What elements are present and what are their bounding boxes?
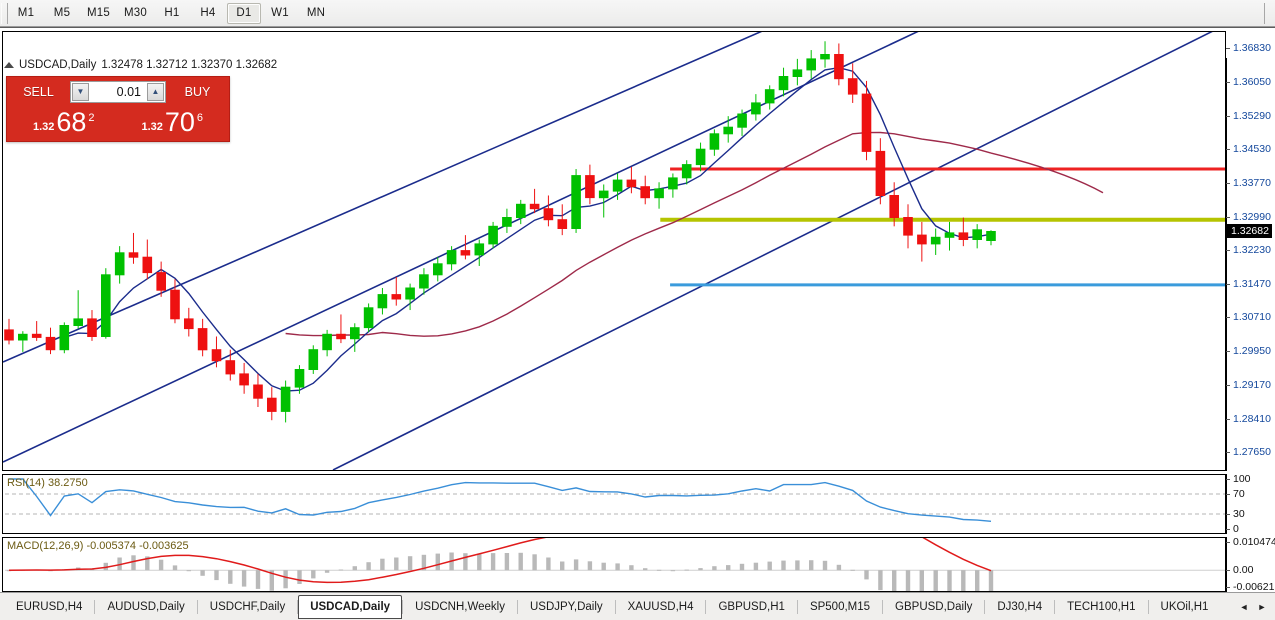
macd-canvas [5, 538, 1225, 591]
bid-price-box[interactable]: 1.32 68 2 [11, 104, 117, 137]
chevron-up-icon: ▲ [151, 87, 160, 96]
volume-input[interactable]: ▼ 0.01 ▲ [70, 81, 166, 103]
chart-symbol-header: USDCAD,Daily 1.32478 1.32712 1.32370 1.3… [4, 59, 277, 71]
macd-tick: 0.010474 [1226, 536, 1275, 548]
price-tick: 1.36830 [1226, 42, 1271, 54]
timeframe-button-d1[interactable]: D1 [226, 2, 261, 24]
timeframe-button-m30[interactable]: M30 [123, 7, 147, 19]
buy-button[interactable]: BUY [184, 85, 211, 99]
timeframe-button-h4[interactable]: H4 [200, 7, 216, 19]
bid-price-fraction: 2 [88, 112, 95, 124]
volume-increase-button[interactable]: ▲ [147, 83, 164, 101]
ask-price-fraction: 6 [196, 112, 204, 124]
symbol-tab-usdchf-daily[interactable]: USDCHF,Daily [209, 600, 286, 613]
rsi-pane[interactable]: RSI(14) 38.2750 [2, 474, 1226, 534]
volume-value: 0.01 [116, 85, 141, 99]
one-click-trading-panel[interactable]: SELL ▼ 0.01 ▲ BUY 1.32 68 2 [6, 76, 230, 142]
toolbar-grip[interactable] [1, 2, 8, 24]
triangle-up-icon [4, 62, 14, 68]
price-tick: 1.31470 [1226, 278, 1271, 290]
timeframe-button-m1[interactable]: M1 [17, 7, 35, 19]
rsi-tick: 30 [1226, 508, 1245, 520]
tab-scroll-arrows: ◄ ► [1236, 598, 1275, 616]
rsi-canvas [5, 478, 1225, 522]
volume-decrease-button[interactable]: ▼ [72, 83, 89, 101]
symbol-tab-eurusd-h4[interactable]: EURUSD,H4 [16, 600, 83, 613]
symbol-period-label: USDCAD,Daily [19, 59, 97, 71]
price-tick: 1.32990 [1226, 211, 1271, 223]
price-tick: 1.28410 [1226, 413, 1271, 425]
ohlc-values: 1.32478 1.32712 1.32370 1.32682 [101, 59, 278, 71]
macd-axis-line [1226, 537, 1227, 592]
tab-divider [196, 599, 198, 614]
toolbar-right-grip [1264, 2, 1272, 24]
symbol-tab-gbpusd-h1[interactable]: GBPUSD,H1 [718, 600, 785, 613]
chevron-down-icon: ▼ [76, 87, 85, 96]
timeframe-button-h1[interactable]: H1 [164, 7, 180, 19]
symbol-tab-sp500-m15[interactable]: SP500,M15 [809, 600, 871, 613]
symbol-tab-usdcad-daily[interactable]: USDCAD,Daily [298, 594, 403, 619]
tab-divider [796, 599, 798, 614]
tab-divider [402, 599, 404, 614]
chart-area: USDCAD,Daily 1.32478 1.32712 1.32370 1.3… [0, 27, 1275, 610]
symbol-tab-tech100-h1[interactable]: TECH100,H1 [1067, 600, 1136, 613]
price-tick: 1.36050 [1226, 76, 1271, 88]
tab-divider [705, 599, 707, 614]
price-tick: 1.35290 [1226, 110, 1271, 122]
sell-button[interactable]: SELL [23, 85, 54, 99]
price-tick: 1.34530 [1226, 143, 1271, 155]
ask-price-box[interactable]: 1.32 70 6 [120, 104, 226, 137]
price-scale[interactable]: 1.32682 1.36830 1.36050 1.35290 1.34530 1.33… [1226, 42, 1275, 471]
rsi-tick: 0 [1226, 523, 1239, 535]
current-price-marker: 1.32682 [1227, 223, 1272, 238]
price-tick: 1.29950 [1226, 345, 1271, 357]
timeframe-button-mn[interactable]: MN [306, 7, 326, 19]
price-tick: 1.29170 [1226, 379, 1271, 391]
symbol-tab-dj30-h4[interactable]: DJ30,H4 [997, 600, 1043, 613]
price-tick: 1.33770 [1226, 177, 1271, 189]
macd-tick: -0.006218 [1226, 581, 1275, 593]
tab-divider [614, 599, 616, 614]
bid-price-prefix: 1.32 [32, 121, 55, 133]
tab-divider [1054, 599, 1056, 614]
ask-price-prefix: 1.32 [141, 121, 163, 133]
tab-divider [984, 599, 986, 614]
bid-price-main: 68 [56, 107, 87, 138]
timeframe-button-m15[interactable]: M15 [87, 7, 110, 19]
price-axis-line [1226, 58, 1227, 471]
rsi-tick: 100 [1226, 473, 1251, 485]
macd-pane[interactable]: MACD(12,26,9) -0.005374 -0.003625 [2, 537, 1226, 592]
tab-divider [516, 599, 518, 614]
price-tick: 1.27650 [1226, 446, 1271, 458]
ask-price-main: 70 [164, 107, 195, 138]
symbol-tab-audusd-daily[interactable]: AUDUSD,Daily [107, 600, 185, 613]
macd-label: MACD(12,26,9) -0.005374 -0.003625 [7, 540, 189, 552]
symbol-tab-gbpusd-daily[interactable]: GBPUSD,Daily [895, 600, 973, 613]
symbol-tab-ukoil-h1[interactable]: UKOil,H1 [1160, 600, 1209, 613]
symbol-tab-xauusd-h4[interactable]: XAUUSD,H4 [627, 600, 694, 613]
timeframe-button-m5[interactable]: M5 [53, 7, 71, 19]
rsi-axis-line [1226, 474, 1227, 534]
rsi-label: RSI(14) 38.2750 [7, 477, 88, 489]
price-tick: 1.30710 [1226, 311, 1271, 323]
tab-divider [1147, 599, 1149, 614]
price-tick: 1.32230 [1226, 244, 1271, 256]
macd-tick: 0.00 [1226, 564, 1253, 576]
timeframe-button-w1[interactable]: W1 [271, 7, 289, 19]
rsi-scale: 100 70 30 0 [1226, 473, 1275, 535]
candlestick-canvas [3, 32, 1225, 470]
timeframe-toolbar: M1 M5 M15 M30 H1 H4 D1 W1 MN [0, 0, 1275, 27]
tab-divider [94, 599, 96, 614]
symbol-tab-usdjpy-daily[interactable]: USDJPY,Daily [529, 600, 603, 613]
scroll-left-icon[interactable]: ◄ [1239, 601, 1249, 612]
macd-scale: 0.010474 0.00 -0.006218 [1226, 536, 1275, 593]
scroll-right-icon[interactable]: ► [1257, 601, 1267, 612]
rsi-tick: 70 [1226, 488, 1245, 500]
tab-divider [297, 599, 299, 614]
symbol-tab-usdcnh-weekly[interactable]: USDCNH,Weekly [415, 600, 505, 613]
tab-divider [882, 599, 884, 614]
symbol-tabbar: EURUSD,H4 AUDUSD,Daily USDCHF,Daily USDCAD,… [0, 592, 1275, 620]
